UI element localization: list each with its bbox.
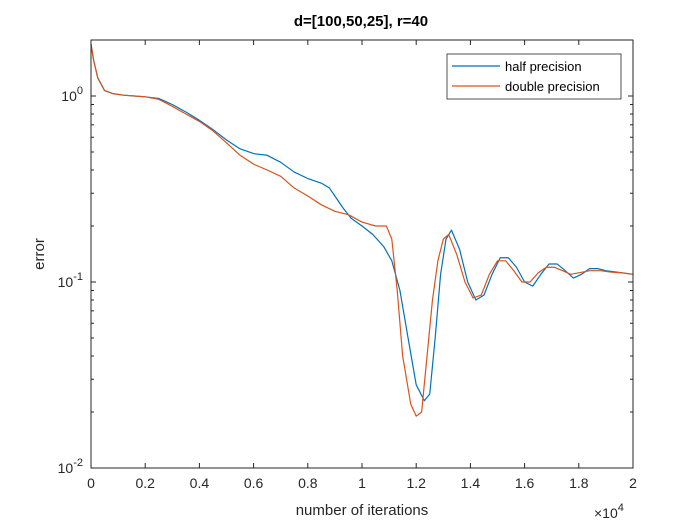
y-tick-base: 10 xyxy=(61,88,77,104)
y-tick-base: 10 xyxy=(58,274,74,290)
x-axis-exponent-base: ×10 xyxy=(594,505,618,521)
y-tick-exponent: -1 xyxy=(73,271,83,283)
x-tick-label: 0 xyxy=(87,475,95,491)
y-tick-exponent: 0 xyxy=(77,85,83,97)
y-tick-label: 100 xyxy=(61,85,83,104)
series-group xyxy=(90,44,634,417)
x-tick-label: 1.8 xyxy=(569,475,589,491)
x-axis-exponent: ×104 xyxy=(594,502,624,521)
x-axis-exponent-power: 4 xyxy=(618,502,624,514)
x-tick-label: 2 xyxy=(629,475,637,491)
chart-title: d=[100,50,25], r=40 xyxy=(294,13,428,30)
y-axis-label: error xyxy=(31,238,48,270)
series-line-double-precision xyxy=(90,44,634,417)
y-tick-base: 10 xyxy=(58,460,74,476)
series-line-half-precision xyxy=(90,44,634,402)
x-tick-label: 0.6 xyxy=(244,475,264,491)
x-tick-label: 1.4 xyxy=(461,475,481,491)
y-tick-exponent: -2 xyxy=(73,457,83,469)
x-axis-label: number of iterations xyxy=(296,502,429,519)
x-tick-label: 1 xyxy=(358,475,366,491)
y-tick-label: 10-1 xyxy=(58,271,83,290)
x-tick-label: 0.4 xyxy=(190,475,210,491)
x-tick-label: 1.2 xyxy=(406,475,426,491)
x-tick-label: 0.8 xyxy=(298,475,318,491)
legend: half precision double precision xyxy=(446,53,622,100)
legend-label: double precision xyxy=(505,79,600,94)
x-tick-label: 1.6 xyxy=(515,475,535,491)
y-tick-label: 10-2 xyxy=(58,457,83,476)
x-tick-label: 0.2 xyxy=(135,475,155,491)
legend-label: half precision xyxy=(505,59,582,74)
x-axis-ticks: 0 0.2 0.4 0.6 0.8 1 1.2 1.4 1.6 1.8 2 xyxy=(87,40,637,491)
legend-box xyxy=(446,53,622,100)
